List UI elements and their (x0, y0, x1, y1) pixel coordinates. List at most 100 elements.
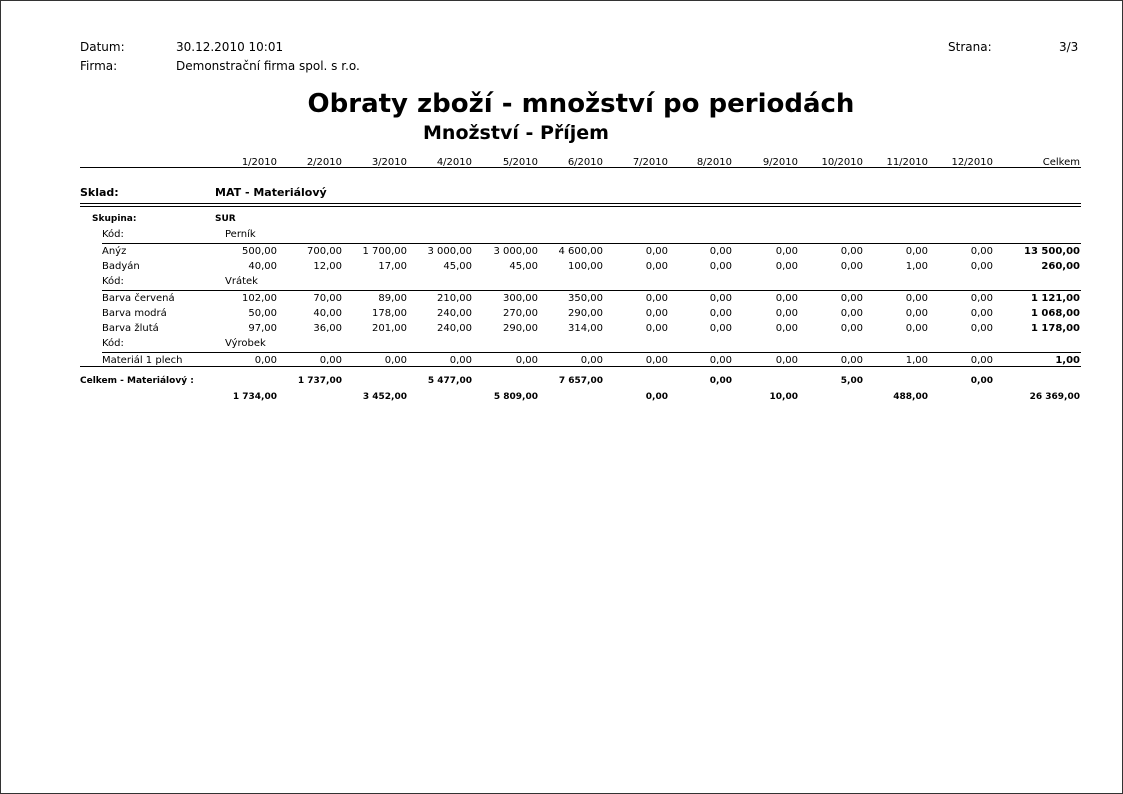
item-value: 0,00 (709, 323, 732, 334)
date-label: Datum: (80, 40, 125, 54)
item-value: 0,00 (970, 355, 993, 366)
item-value: 0,00 (645, 308, 668, 319)
code-value: Vrátek (225, 276, 258, 287)
item-name: Badyán (102, 261, 140, 272)
item-value: 0,00 (905, 246, 928, 257)
group-label: Skupina: (92, 214, 137, 224)
column-header: 12/2010 (951, 157, 993, 168)
item-value: 13 500,00 (1024, 246, 1080, 257)
item-value: 0,00 (645, 355, 668, 366)
code-rule (102, 352, 1081, 353)
item-value: 178,00 (372, 308, 407, 319)
item-value: 314,00 (568, 323, 603, 334)
total-value: 26 369,00 (1029, 392, 1080, 402)
column-header: 11/2010 (886, 157, 928, 168)
column-header: 5/2010 (502, 157, 538, 168)
item-value: 1 178,00 (1030, 323, 1080, 334)
warehouse-rule-1 (80, 203, 1081, 204)
column-header: 6/2010 (567, 157, 603, 168)
item-value: 0,00 (645, 246, 668, 257)
column-header: 1/2010 (241, 157, 277, 168)
item-value: 0,00 (254, 355, 277, 366)
item-name: Barva modrá (102, 308, 167, 319)
item-value: 0,00 (970, 261, 993, 272)
item-value: 0,00 (840, 308, 863, 319)
page-label: Strana: (948, 40, 992, 54)
item-value: 0,00 (775, 261, 798, 272)
item-value: 270,00 (503, 308, 538, 319)
code-label: Kód: (102, 276, 124, 287)
item-value: 500,00 (242, 246, 277, 257)
item-value: 240,00 (437, 323, 472, 334)
report-subtitle: Množství - Příjem (423, 122, 609, 144)
column-header: 10/2010 (821, 157, 863, 168)
item-value: 1,00 (1055, 355, 1080, 366)
item-value: 0,00 (840, 261, 863, 272)
item-value: 0,00 (580, 355, 603, 366)
item-value: 0,00 (905, 308, 928, 319)
item-name: Materiál 1 plech (102, 355, 183, 366)
item-value: 0,00 (775, 308, 798, 319)
total-value: 5 809,00 (493, 392, 538, 402)
code-value: Perník (225, 229, 256, 240)
item-value: 0,00 (840, 293, 863, 304)
header-rule (80, 167, 1081, 168)
item-name: Anýz (102, 246, 127, 257)
item-value: 350,00 (568, 293, 603, 304)
item-value: 0,00 (709, 355, 732, 366)
firm-label: Firma: (80, 59, 118, 73)
item-value: 290,00 (568, 308, 603, 319)
total-value: 0,00 (970, 376, 993, 386)
column-header: 4/2010 (436, 157, 472, 168)
item-value: 1 700,00 (362, 246, 407, 257)
code-rule (102, 290, 1081, 291)
item-value: 0,00 (709, 293, 732, 304)
total-value: 1 737,00 (297, 376, 342, 386)
item-value: 0,00 (645, 293, 668, 304)
total-value: 0,00 (645, 392, 668, 402)
item-value: 0,00 (709, 261, 732, 272)
code-label: Kód: (102, 229, 124, 240)
item-value: 201,00 (372, 323, 407, 334)
item-value: 0,00 (905, 293, 928, 304)
group-value: SUR (215, 214, 236, 224)
item-value: 0,00 (840, 323, 863, 334)
total-rule (80, 366, 1081, 367)
item-value: 45,00 (509, 261, 538, 272)
warehouse-rule-2 (80, 206, 1081, 207)
report-title: Obraty zboží - množství po periodách (307, 89, 855, 119)
item-value: 0,00 (709, 308, 732, 319)
item-value: 0,00 (645, 323, 668, 334)
item-value: 260,00 (1041, 261, 1080, 272)
column-header: 8/2010 (696, 157, 732, 168)
warehouse-label: Sklad: (80, 186, 119, 199)
column-header: 9/2010 (762, 157, 798, 168)
total-label: Celkem - Materiálový : (80, 376, 194, 386)
item-value: 700,00 (307, 246, 342, 257)
total-value: 7 657,00 (558, 376, 603, 386)
total-value: 1 734,00 (232, 392, 277, 402)
item-value: 0,00 (905, 323, 928, 334)
firm-value: Demonstrační firma spol. s r.o. (176, 59, 360, 73)
item-name: Barva žlutá (102, 323, 159, 334)
item-value: 0,00 (775, 246, 798, 257)
item-value: 97,00 (248, 323, 277, 334)
item-value: 50,00 (248, 308, 277, 319)
item-value: 0,00 (970, 323, 993, 334)
item-value: 17,00 (378, 261, 407, 272)
total-value: 10,00 (769, 392, 798, 402)
item-value: 12,00 (313, 261, 342, 272)
item-value: 0,00 (970, 293, 993, 304)
date-value: 30.12.2010 10:01 (176, 40, 284, 54)
item-value: 45,00 (443, 261, 472, 272)
item-value: 1,00 (905, 261, 928, 272)
item-value: 40,00 (313, 308, 342, 319)
item-value: 0,00 (970, 308, 993, 319)
item-value: 240,00 (437, 308, 472, 319)
total-value: 0,00 (709, 376, 732, 386)
item-value: 0,00 (970, 246, 993, 257)
column-header: Celkem (1042, 157, 1080, 168)
code-rule (102, 243, 1081, 244)
item-value: 102,00 (242, 293, 277, 304)
